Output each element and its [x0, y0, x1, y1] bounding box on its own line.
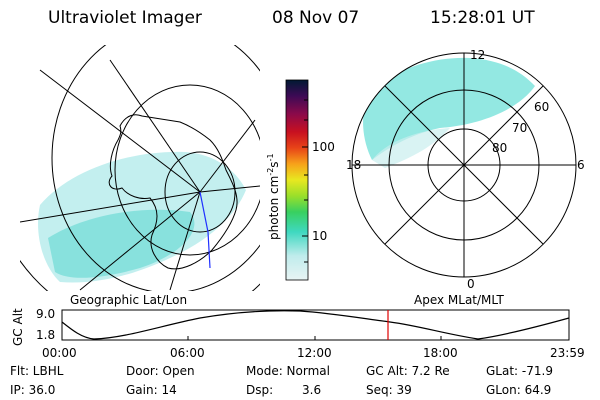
date-label: 08 Nov 07 — [272, 8, 360, 28]
status-door: Door: Open — [126, 364, 195, 378]
xtick-2359: 23:59 — [550, 346, 585, 360]
xtick-0000: 00:00 — [42, 346, 77, 360]
status-glat: GLat: -71.9 — [486, 364, 553, 378]
status-ip: IP: 36.0 — [10, 383, 56, 397]
status-dsp-value: 3.6 — [302, 383, 322, 397]
mlat-label-60: 60 — [534, 100, 549, 114]
mlt-spokes — [352, 53, 576, 277]
status-gc-alt: GC Alt: 7.2 Re — [366, 364, 450, 378]
status-dsp-label: Dsp: — [246, 383, 274, 397]
mlt-label-18: 18 — [346, 158, 361, 172]
mlt-label-12: 12 — [470, 48, 485, 62]
status-filter: Flt: LBHL — [10, 364, 64, 378]
aurora-emission-right — [363, 57, 535, 160]
timeline-frame — [61, 309, 570, 341]
instrument-title: Ultraviolet Imager — [48, 8, 202, 28]
ground-track — [199, 191, 211, 269]
colorbar — [285, 79, 309, 281]
longitude-lines — [20, 59, 260, 291]
right-panel-caption: Apex MLat/MLT — [414, 293, 504, 307]
mlat-label-70: 70 — [512, 121, 527, 135]
status-mode: Mode: Normal — [246, 364, 330, 378]
mlt-label-6: 6 — [577, 158, 585, 172]
polar-mlt-plot: 12 18 6 0 60 70 80 — [346, 48, 585, 291]
mlat-label-80: 80 — [492, 141, 507, 155]
mlt-label-0: 0 — [467, 277, 475, 291]
status-gain: Gain: 14 — [126, 383, 177, 397]
timeline-ylabel: GC Alt — [11, 308, 25, 346]
colorbar-unit-label: photon cm-2s-1 — [266, 153, 281, 240]
timeline-ticks — [187, 336, 442, 340]
coastline — [108, 114, 238, 270]
status-glon: GLon: 64.9 — [486, 383, 552, 397]
time-label: 15:28:01 UT — [430, 8, 535, 28]
colorbar-tick-10: 10 — [312, 229, 327, 243]
ytick-9: 9.0 — [36, 307, 55, 321]
altitude-curve — [61, 310, 570, 340]
geographic-map — [20, 45, 260, 291]
xtick-1800: 18:00 — [423, 346, 458, 360]
xtick-1200: 12:00 — [297, 346, 332, 360]
altitude-timeline: GC Alt 9.0 1.8 00:00 06:00 12:00 18:00 2… — [11, 307, 585, 360]
colorbar-ticks — [302, 99, 308, 263]
ytick-1.8: 1.8 — [36, 328, 55, 342]
aurora-faint-right — [372, 128, 450, 168]
colorbar-tick-100: 100 — [312, 140, 335, 154]
status-seq: Seq: 39 — [366, 383, 412, 397]
xtick-0600: 06:00 — [170, 346, 205, 360]
latitude-circles — [20, 45, 260, 291]
left-panel-caption: Geographic Lat/Lon — [70, 293, 187, 307]
